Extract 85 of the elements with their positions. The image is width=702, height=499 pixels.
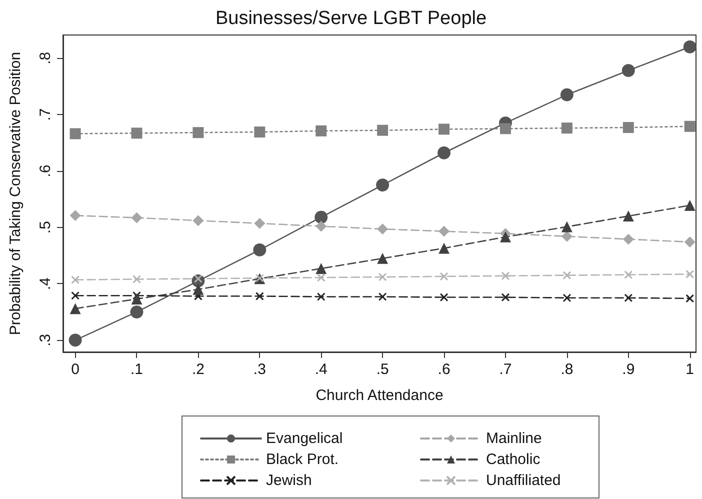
legend-label: Unaffiliated bbox=[486, 472, 561, 489]
point bbox=[562, 271, 572, 280]
point bbox=[622, 234, 634, 245]
y-tick-label: .3 bbox=[37, 334, 54, 346]
y-axis-title: Probability of Taking Conservative Position bbox=[7, 52, 24, 336]
y-tick-label: .7 bbox=[37, 108, 54, 121]
point bbox=[132, 291, 141, 300]
point bbox=[624, 270, 633, 279]
x-tick-label: .6 bbox=[438, 361, 450, 378]
point bbox=[561, 122, 572, 134]
y-tick-label: .6 bbox=[37, 164, 54, 178]
x-tick-label: .4 bbox=[314, 361, 328, 378]
y-tick-label: .5 bbox=[37, 221, 54, 234]
point bbox=[71, 291, 80, 300]
x-tick-label: .2 bbox=[192, 361, 204, 378]
point bbox=[131, 212, 142, 224]
x-tick-label: .5 bbox=[376, 361, 389, 378]
point bbox=[253, 243, 266, 256]
point bbox=[683, 40, 696, 54]
point bbox=[440, 293, 448, 302]
point bbox=[192, 215, 204, 226]
chart-title: Businesses/Serve LGBT People bbox=[215, 8, 487, 29]
point bbox=[132, 274, 141, 284]
point bbox=[314, 210, 328, 224]
point bbox=[378, 272, 387, 282]
point bbox=[438, 124, 450, 135]
point bbox=[192, 284, 204, 295]
point bbox=[562, 294, 572, 302]
point bbox=[316, 220, 327, 232]
point bbox=[440, 272, 448, 281]
point bbox=[500, 123, 511, 134]
point bbox=[376, 178, 390, 192]
point bbox=[500, 231, 511, 242]
point bbox=[70, 303, 81, 314]
point bbox=[378, 292, 387, 301]
point bbox=[70, 128, 81, 140]
point bbox=[377, 124, 388, 136]
point bbox=[622, 64, 635, 78]
x-tick-label: .1 bbox=[130, 361, 144, 378]
x-tick-label: 0 bbox=[71, 361, 80, 378]
point bbox=[254, 218, 266, 229]
point bbox=[438, 242, 450, 254]
x-axis-title: Church Attendance bbox=[316, 387, 444, 404]
point bbox=[130, 305, 144, 318]
legend-label: Black Prot. bbox=[266, 451, 339, 468]
point bbox=[316, 125, 327, 136]
point bbox=[622, 210, 634, 222]
x-tick-label: 1 bbox=[686, 361, 694, 378]
point bbox=[316, 263, 327, 274]
legend-label: Catholic bbox=[486, 451, 541, 468]
x-tick-label: .9 bbox=[622, 361, 635, 378]
point bbox=[68, 334, 82, 347]
y-tick-label: .4 bbox=[37, 277, 54, 290]
legend-label: Mainline bbox=[486, 430, 542, 447]
point bbox=[684, 200, 696, 211]
point bbox=[377, 252, 388, 264]
point bbox=[254, 126, 266, 138]
x-tick-label: .8 bbox=[560, 361, 574, 378]
point bbox=[561, 230, 572, 242]
legend-label: Jewish bbox=[266, 472, 312, 489]
point bbox=[192, 127, 204, 138]
point bbox=[255, 292, 264, 300]
point bbox=[70, 210, 81, 221]
point bbox=[684, 120, 696, 132]
point bbox=[316, 292, 326, 301]
point bbox=[686, 294, 694, 303]
point bbox=[438, 146, 451, 160]
x-tick-label: .3 bbox=[253, 361, 266, 378]
point bbox=[561, 221, 572, 232]
legend-label: Evangelical bbox=[266, 430, 343, 447]
point bbox=[131, 128, 142, 139]
point bbox=[560, 88, 574, 102]
point bbox=[622, 122, 634, 134]
y-tick-label: .8 bbox=[37, 52, 54, 64]
point bbox=[686, 270, 694, 278]
x-tick-label: .7 bbox=[499, 361, 512, 378]
point bbox=[684, 236, 696, 248]
point bbox=[131, 293, 142, 304]
point bbox=[71, 276, 80, 284]
point bbox=[377, 224, 388, 235]
point bbox=[438, 226, 450, 237]
point bbox=[624, 294, 633, 302]
point bbox=[501, 293, 510, 302]
point bbox=[316, 273, 326, 282]
point bbox=[501, 272, 510, 280]
